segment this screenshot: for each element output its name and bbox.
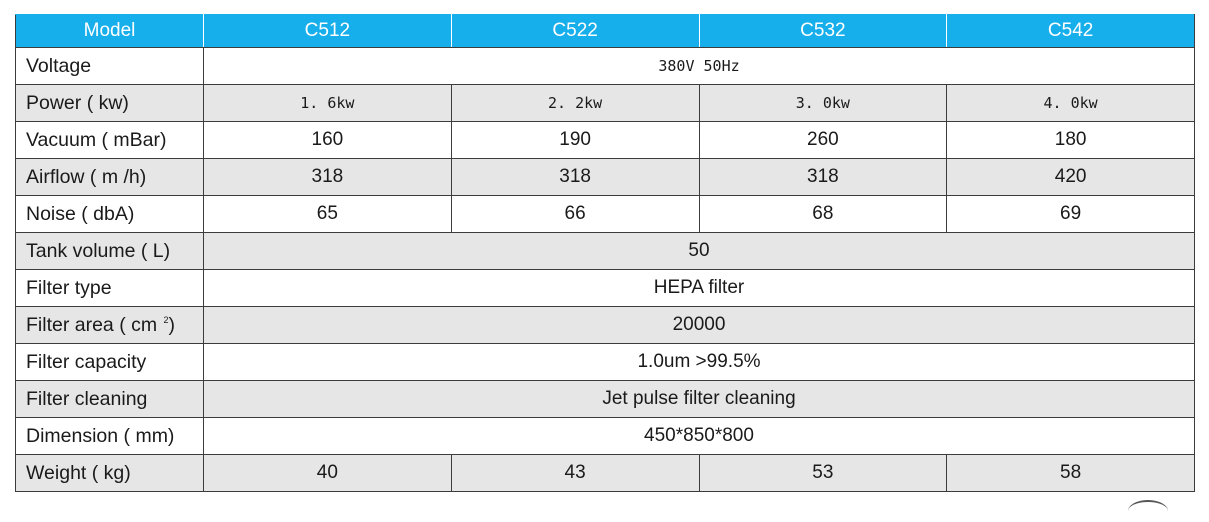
- weight-c542: 58: [946, 454, 1195, 492]
- weight-c512: 40: [203, 454, 452, 492]
- voltage-label: Voltage: [15, 47, 204, 85]
- power-c512: 1. 6kw: [203, 84, 452, 122]
- power-c522: 2. 2kw: [450, 84, 700, 122]
- noise-c512: 65: [203, 195, 452, 233]
- spec-table: Model C512 C522 C532 C542 Voltage 380V 5…: [15, 14, 1195, 492]
- filter-area-label-end: ): [168, 313, 176, 336]
- header-model-c522: C522: [450, 14, 700, 48]
- row-filter-type: Filter type HEPA filter: [15, 269, 1195, 307]
- noise-label: Noise ( dbA): [15, 195, 204, 233]
- airflow-c522: 318: [450, 158, 700, 196]
- weight-c532: 53: [698, 454, 948, 492]
- filter-cleaning-label: Filter cleaning: [15, 380, 204, 418]
- header-model-c512: C512: [203, 14, 452, 48]
- row-filter-capacity: Filter capacity 1.0um >99.5%: [15, 343, 1195, 381]
- noise-c522: 66: [450, 195, 700, 233]
- decorative-arc: [1128, 500, 1168, 522]
- vacuum-c532: 260: [698, 121, 948, 159]
- filter-capacity-label: Filter capacity: [15, 343, 204, 381]
- header-row: Model C512 C522 C532 C542: [15, 14, 1195, 48]
- voltage-value: 380V 50Hz: [203, 47, 1195, 85]
- row-weight: Weight ( kg) 40 43 53 58: [15, 454, 1195, 492]
- row-airflow: Airflow ( m /h) 318 318 318 420: [15, 158, 1195, 196]
- filter-capacity-value: 1.0um >99.5%: [203, 343, 1195, 381]
- vacuum-c522: 190: [450, 121, 700, 159]
- weight-c522: 43: [450, 454, 700, 492]
- vacuum-c512: 160: [203, 121, 452, 159]
- tank-volume-value: 50: [203, 232, 1195, 270]
- power-c542: 4. 0kw: [946, 84, 1195, 122]
- airflow-label: Airflow ( m /h): [15, 158, 204, 196]
- table-header: Model C512 C522 C532 C542: [15, 14, 1195, 48]
- power-c532: 3. 0kw: [698, 84, 948, 122]
- filter-area-value: 20000: [203, 306, 1195, 344]
- power-label: Power ( kw): [15, 84, 204, 122]
- tank-volume-label: Tank volume ( L): [15, 232, 204, 270]
- dimension-label: Dimension ( mm): [15, 417, 204, 455]
- weight-label: Weight ( kg): [15, 454, 204, 492]
- filter-type-label: Filter type: [15, 269, 204, 307]
- row-power: Power ( kw) 1. 6kw 2. 2kw 3. 0kw 4. 0kw: [15, 84, 1195, 122]
- vacuum-c542: 180: [946, 121, 1195, 159]
- filter-area-label-text: Filter area ( cm: [26, 313, 163, 336]
- table-body: Voltage 380V 50Hz Power ( kw) 1. 6kw 2. …: [15, 47, 1195, 492]
- filter-type-value: HEPA filter: [203, 269, 1195, 307]
- header-model-c532: C532: [698, 14, 948, 48]
- row-voltage: Voltage 380V 50Hz: [15, 47, 1195, 85]
- airflow-c532: 318: [698, 158, 948, 196]
- airflow-c542: 420: [946, 158, 1195, 196]
- filter-area-exponent: 2: [163, 315, 169, 325]
- header-model-c542: C542: [946, 14, 1195, 48]
- row-tank-volume: Tank volume ( L) 50: [15, 232, 1195, 270]
- row-filter-cleaning: Filter cleaning Jet pulse filter cleanin…: [15, 380, 1195, 418]
- row-dimension: Dimension ( mm) 450*850*800: [15, 417, 1195, 455]
- filter-area-label: Filter area ( cm 2): [15, 306, 204, 344]
- header-model-label: Model: [15, 14, 204, 48]
- row-noise: Noise ( dbA) 65 66 68 69: [15, 195, 1195, 233]
- vacuum-label: Vacuum ( mBar): [15, 121, 204, 159]
- airflow-c512: 318: [203, 158, 452, 196]
- noise-c542: 69: [946, 195, 1195, 233]
- dimension-value: 450*850*800: [203, 417, 1195, 455]
- noise-c532: 68: [698, 195, 948, 233]
- row-vacuum: Vacuum ( mBar) 160 190 260 180: [15, 121, 1195, 159]
- row-filter-area: Filter area ( cm 2) 20000: [15, 306, 1195, 344]
- filter-cleaning-value: Jet pulse filter cleaning: [203, 380, 1195, 418]
